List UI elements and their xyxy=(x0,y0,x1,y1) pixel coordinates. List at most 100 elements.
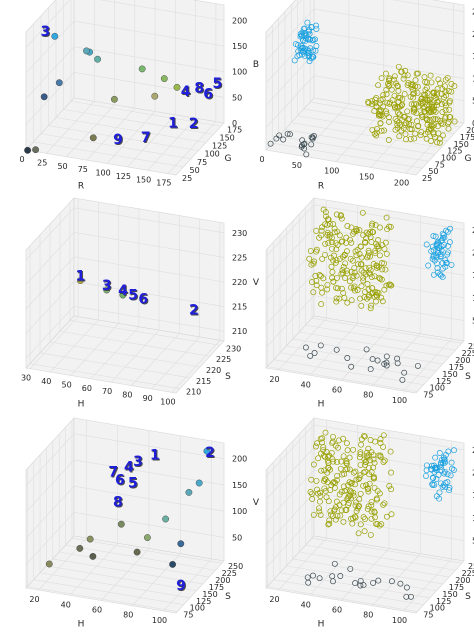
x-tick-label: 20 xyxy=(269,595,279,604)
data-point xyxy=(382,239,389,246)
data-point xyxy=(319,435,326,442)
data-point xyxy=(408,121,415,128)
data-point xyxy=(374,243,380,250)
z-tick-label: 220 xyxy=(232,278,247,287)
data-label-shadow: 4 xyxy=(182,85,192,101)
y-tick-label: 150 xyxy=(220,133,235,142)
data-point xyxy=(322,429,329,436)
data-point xyxy=(377,440,384,446)
data-point xyxy=(446,487,453,494)
data-point xyxy=(428,79,435,86)
data-point xyxy=(434,116,441,123)
y-tick-label: 220 xyxy=(206,366,221,375)
y-tick-label: 150 xyxy=(202,590,217,599)
data-point xyxy=(451,447,457,454)
y-tick-label: 100 xyxy=(190,604,205,613)
data-point xyxy=(396,133,403,140)
data-point xyxy=(372,514,378,521)
data-point xyxy=(313,282,320,289)
data-point xyxy=(300,141,307,148)
data-point xyxy=(441,234,448,241)
data-point xyxy=(320,446,327,453)
y-tick-label: 50 xyxy=(428,167,438,176)
z-tick-label: 50 xyxy=(232,93,242,102)
data-point xyxy=(322,251,328,258)
data-point xyxy=(397,94,404,101)
z-tick-label: 100 xyxy=(232,507,247,516)
grid-line-y xyxy=(298,434,450,578)
data-point xyxy=(338,238,345,245)
grid-line-y xyxy=(69,202,221,346)
data-point xyxy=(347,492,354,499)
x-tick-label: 40 xyxy=(41,377,51,386)
z-tick-label: 150 xyxy=(232,481,247,490)
grid-line-z xyxy=(25,256,225,310)
data-point xyxy=(331,229,338,236)
data-point xyxy=(320,206,327,213)
z-tick-label: 150 xyxy=(472,271,474,280)
z-tick-label: 100 xyxy=(472,514,474,523)
data-point xyxy=(365,503,372,510)
z-tick-label: 210 xyxy=(232,327,247,336)
data-point xyxy=(358,254,365,261)
data-point xyxy=(331,560,338,567)
data-point xyxy=(308,141,315,148)
data-point xyxy=(352,502,359,509)
data-point xyxy=(448,88,455,95)
grid-line-x xyxy=(38,420,87,591)
data-point xyxy=(103,286,111,294)
data-point xyxy=(372,222,379,229)
data-point xyxy=(333,298,340,305)
data-point xyxy=(364,485,371,492)
data-point xyxy=(361,433,368,440)
data-label: 8 xyxy=(113,494,123,510)
data-point xyxy=(414,89,421,96)
data-point xyxy=(422,92,429,98)
data-point xyxy=(357,295,364,302)
data-point xyxy=(347,565,354,572)
data-point xyxy=(378,260,385,266)
data-point xyxy=(440,482,447,489)
data-point xyxy=(360,269,367,276)
data-point xyxy=(439,483,446,490)
data-point xyxy=(119,291,127,299)
data-point xyxy=(435,238,441,245)
y-tick-label: 125 xyxy=(436,597,451,606)
z-tick-label: 50 xyxy=(472,317,474,326)
data-point xyxy=(76,545,84,552)
data-point xyxy=(332,239,339,246)
data-point xyxy=(316,505,322,512)
data-point xyxy=(446,484,453,491)
grid-line-y xyxy=(59,213,211,357)
y-tick-label: 150 xyxy=(454,140,469,149)
data-point xyxy=(373,95,380,101)
data-point xyxy=(425,107,432,114)
data-point xyxy=(425,126,432,133)
grid-line-x xyxy=(403,440,452,612)
data-point xyxy=(442,76,449,83)
y-tick-label: 125 xyxy=(436,377,451,386)
data-point xyxy=(392,104,398,111)
data-point xyxy=(409,82,416,89)
data-point xyxy=(24,146,31,154)
data-point xyxy=(407,126,414,133)
chart-panel-2: 0501001502002550751001251501752000501001… xyxy=(259,0,474,192)
data-point xyxy=(402,122,409,129)
data-point xyxy=(403,119,409,126)
data-label-shadow: 5 xyxy=(214,77,224,93)
data-point xyxy=(435,76,442,83)
data-point xyxy=(386,483,393,489)
data-point xyxy=(350,272,357,279)
grid-line-y xyxy=(286,447,437,592)
data-point xyxy=(429,481,436,488)
data-point xyxy=(330,278,337,285)
data-label-shadow: 6 xyxy=(116,474,126,490)
data-point xyxy=(310,511,317,518)
data-point xyxy=(395,98,402,105)
data-point xyxy=(324,281,331,288)
y-tick-label: 230 xyxy=(226,344,241,353)
data-point xyxy=(341,488,348,495)
data-point xyxy=(334,241,341,248)
grid-line-z xyxy=(25,20,225,74)
x-tick-label: 80 xyxy=(123,611,133,620)
